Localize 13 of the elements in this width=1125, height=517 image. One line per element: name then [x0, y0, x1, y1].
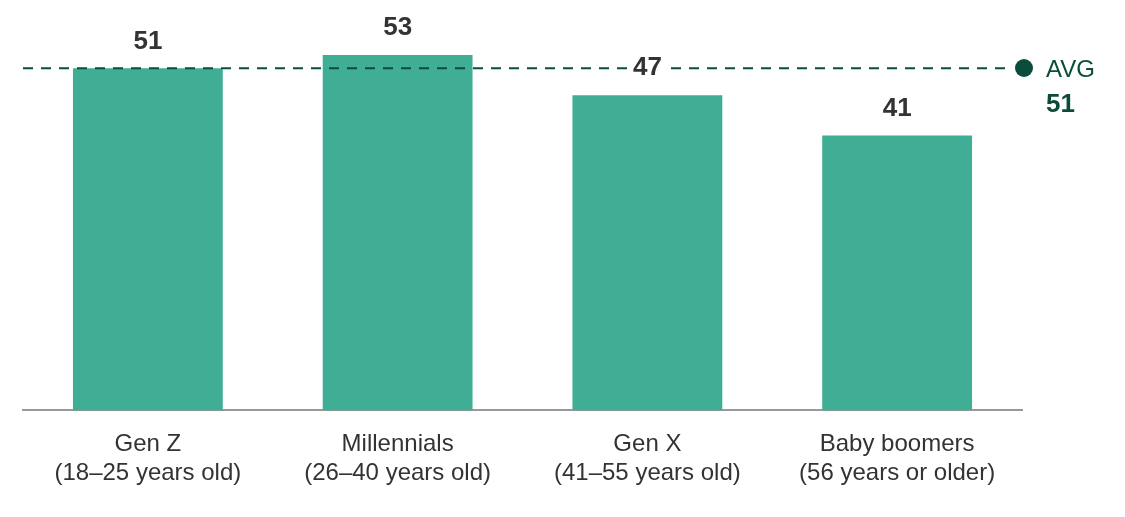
data-label: 47 — [632, 51, 662, 82]
data-label: 53 — [383, 11, 413, 42]
data-label: 41 — [882, 91, 912, 122]
x-tick-label: Millennials (26–40 years old) — [304, 429, 492, 486]
bar — [822, 135, 973, 411]
x-tick-label: Gen Z (18–25 years old) — [54, 429, 242, 486]
x-tick-label: Gen X (41–55 years old) — [553, 429, 741, 486]
bar — [572, 95, 723, 411]
data-label: 51 — [133, 24, 163, 55]
bar — [322, 54, 473, 411]
bar — [72, 68, 223, 411]
ref-line-label: AVG 51 — [1046, 54, 1095, 118]
x-tick-label: Baby boomers (56 years or older) — [799, 429, 996, 486]
